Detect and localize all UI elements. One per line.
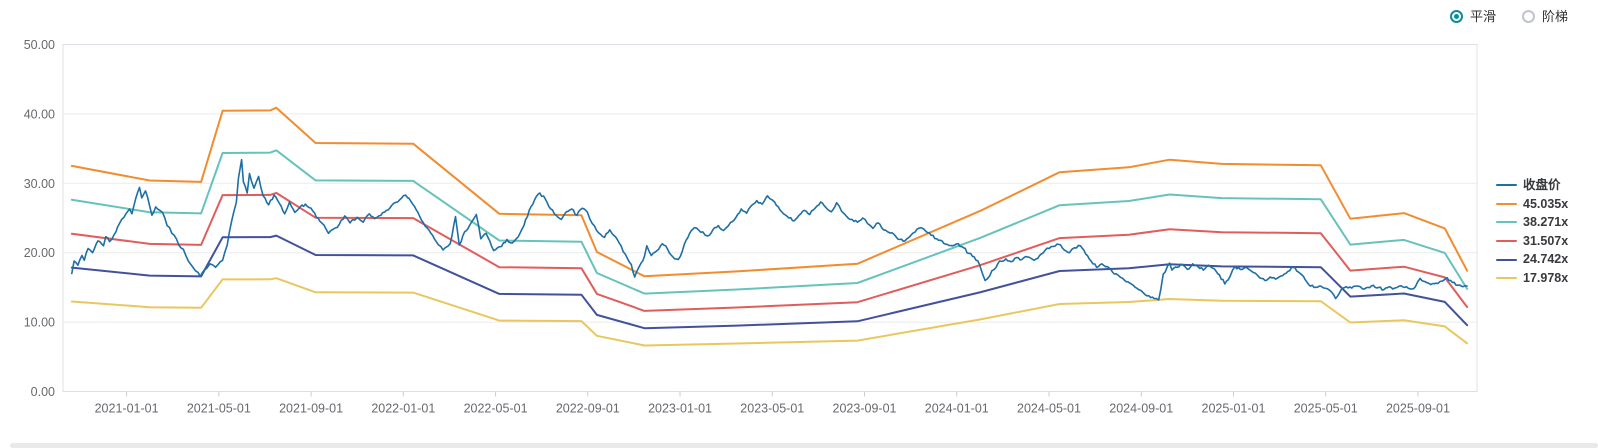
radio-smooth[interactable]: 平滑 [1449, 9, 1496, 24]
chart-legend: 收盘价 45.035x 38.271x 31.507x 24.742x 17.978x [1496, 176, 1568, 288]
legend-line-swatch [1496, 240, 1517, 243]
legend-label: 17.978x [1523, 271, 1569, 286]
line-mode-controls: 平滑 阶梯 [1449, 9, 1568, 24]
legend-label: 38.271x [1523, 215, 1569, 230]
horizontal-scrollbar[interactable] [10, 443, 1598, 448]
x-tick-label: 2022-09-01 [556, 402, 620, 416]
legend-line-swatch [1496, 184, 1517, 187]
series-line-31.507x [70, 191, 1469, 312]
y-tick-label: 20.00 [24, 246, 55, 260]
x-tick-label: 2022-01-01 [371, 402, 435, 416]
x-tick-label: 2022-05-01 [464, 402, 528, 416]
y-tick-label: 0.00 [31, 385, 55, 399]
legend-item-24.742x[interactable]: 24.742x [1496, 250, 1568, 269]
legend-item-17.978x[interactable]: 17.978x [1496, 269, 1568, 288]
legend-item-45.035x[interactable]: 45.035x [1496, 195, 1568, 214]
x-tick-label: 2024-01-01 [925, 402, 989, 416]
radio-step-label: 阶梯 [1541, 9, 1568, 24]
radio-step[interactable]: 阶梯 [1521, 9, 1568, 24]
series-line-17.978x [70, 277, 1469, 347]
x-tick-label: 2025-05-01 [1294, 402, 1358, 416]
series-line-45.035x [70, 106, 1469, 278]
plot-border [62, 44, 1478, 392]
radio-unselected-icon[interactable] [1521, 10, 1535, 23]
y-tick-label: 50.00 [24, 38, 55, 52]
y-tick-label: 30.00 [24, 177, 55, 191]
radio-smooth-label: 平滑 [1469, 9, 1496, 24]
x-tick-label: 2021-01-01 [95, 402, 159, 416]
y-tick-label: 10.00 [24, 316, 55, 330]
legend-line-swatch [1496, 258, 1517, 261]
legend-line-swatch [1496, 202, 1517, 205]
y-tick-label: 40.00 [24, 107, 55, 121]
series-line-38.271x [70, 149, 1469, 295]
x-tick-label: 2023-01-01 [648, 402, 712, 416]
x-tick-label: 2021-09-01 [279, 402, 343, 416]
legend-item-close[interactable]: 收盘价 [1496, 176, 1568, 195]
legend-label: 24.742x [1523, 252, 1569, 267]
legend-item-38.271x[interactable]: 38.271x [1496, 213, 1568, 232]
legend-label: 31.507x [1523, 233, 1569, 248]
x-tick-label: 2023-05-01 [740, 402, 804, 416]
legend-label: 收盘价 [1523, 178, 1561, 193]
x-tick-label: 2021-05-01 [187, 402, 251, 416]
x-tick-label: 2023-09-01 [833, 402, 897, 416]
legend-item-31.507x[interactable]: 31.507x [1496, 232, 1568, 251]
legend-line-swatch [1496, 221, 1517, 224]
x-tick-label: 2025-01-01 [1202, 402, 1266, 416]
x-tick-label: 2025-09-01 [1386, 402, 1450, 416]
legend-line-swatch [1496, 277, 1517, 280]
legend-label: 45.035x [1523, 196, 1569, 211]
series-line-24.742x [70, 234, 1469, 330]
series-line-close [71, 158, 1468, 301]
radio-selected-icon[interactable] [1449, 10, 1463, 23]
x-tick-label: 2024-09-01 [1109, 402, 1173, 416]
x-tick-label: 2024-05-01 [1017, 402, 1081, 416]
